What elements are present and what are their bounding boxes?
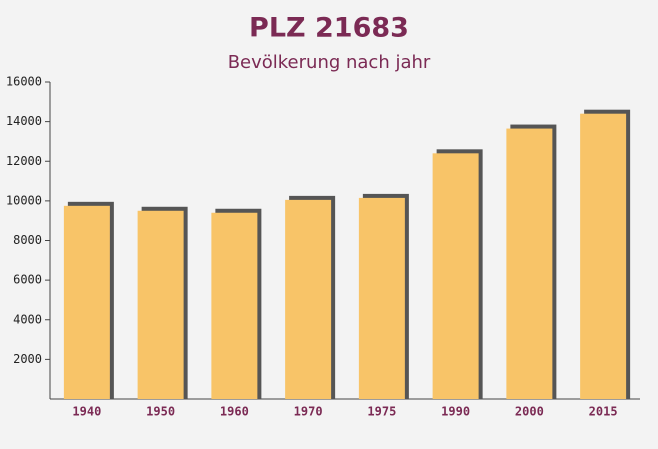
bar — [63, 205, 110, 399]
y-tick-label: 2000 — [13, 352, 42, 366]
x-tick-label: 1960 — [220, 405, 249, 419]
chart-subtitle: Bevölkerung nach jahr — [228, 52, 431, 73]
x-tick-label: 1940 — [72, 405, 101, 419]
y-tick-label: 10000 — [6, 193, 42, 207]
x-tick-label: 1975 — [367, 405, 396, 419]
y-tick-label: 16000 — [6, 75, 42, 89]
x-tick-label: 2015 — [589, 405, 618, 419]
y-tick-label: 8000 — [13, 233, 42, 247]
y-tick-label: 12000 — [6, 154, 42, 168]
x-tick-label: 1970 — [294, 405, 323, 419]
bar — [506, 128, 553, 399]
y-tick-label: 14000 — [6, 114, 42, 128]
y-tick-label: 4000 — [13, 312, 42, 326]
x-tick-label: 2000 — [515, 405, 544, 419]
chart-title: PLZ 21683 — [249, 13, 409, 44]
bar — [580, 113, 627, 399]
bar — [285, 199, 332, 399]
bar — [432, 153, 479, 399]
x-tick-label: 1950 — [146, 405, 175, 419]
bar — [211, 212, 258, 399]
y-tick-label: 6000 — [13, 273, 42, 287]
bar — [358, 197, 405, 399]
x-tick-label: 1990 — [441, 405, 470, 419]
bar — [137, 210, 184, 399]
